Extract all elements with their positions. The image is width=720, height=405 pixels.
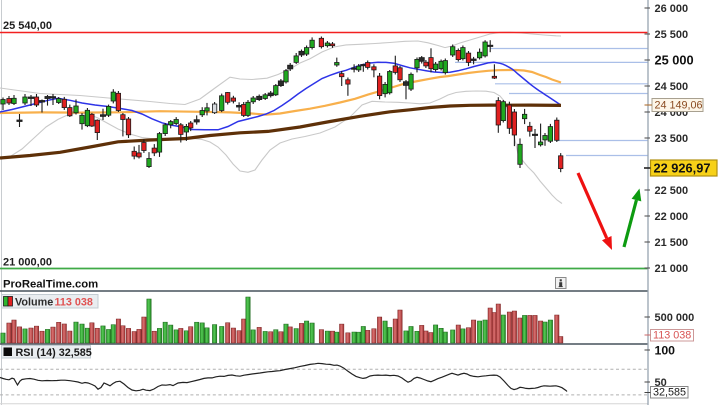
svg-text:500 000: 500 000 (655, 312, 695, 324)
svg-text:22 000: 22 000 (655, 211, 689, 223)
svg-text:100: 100 (655, 344, 676, 358)
svg-text:22 926,97: 22 926,97 (654, 161, 711, 176)
svg-text:24 500: 24 500 (655, 81, 689, 93)
svg-text:23 500: 23 500 (655, 133, 689, 145)
svg-text:25 000: 25 000 (655, 53, 694, 68)
svg-text:24 149,06: 24 149,06 (655, 100, 703, 112)
svg-text:22 500: 22 500 (655, 185, 689, 197)
svg-text:ProRealTime.com: ProRealTime.com (3, 279, 98, 291)
svg-text:25 500: 25 500 (655, 29, 689, 41)
svg-text:113 038: 113 038 (55, 297, 93, 309)
svg-text:25 540,00: 25 540,00 (3, 20, 52, 32)
svg-text:Volume: Volume (15, 297, 53, 309)
svg-text:RSI (14) 32,585: RSI (14) 32,585 (16, 347, 92, 359)
svg-text:32,585: 32,585 (653, 387, 686, 399)
svg-text:26 000: 26 000 (655, 3, 689, 15)
svg-text:21 500: 21 500 (655, 237, 689, 249)
svg-text:21 000: 21 000 (655, 263, 689, 275)
svg-text:21 000,00: 21 000,00 (3, 257, 52, 269)
svg-text:113 038: 113 038 (653, 330, 691, 342)
